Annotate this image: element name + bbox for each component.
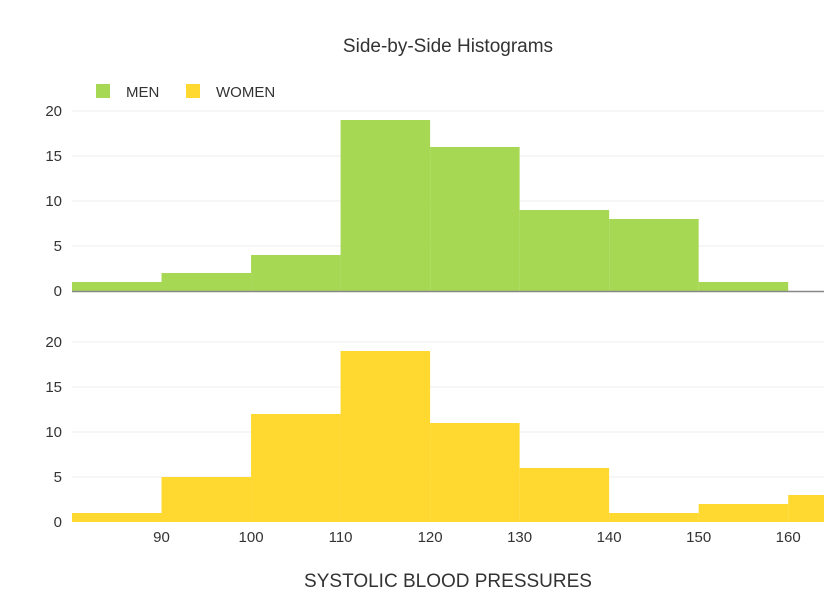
- legend[interactable]: MEN WOMEN: [96, 84, 275, 101]
- legend-item-men[interactable]: MEN: [96, 84, 159, 101]
- bar-men[interactable]: [251, 255, 341, 291]
- legend-label-men: MEN: [126, 84, 159, 101]
- men-histogram-panel: 0 5 10 15 20: [45, 103, 824, 300]
- bar-men[interactable]: [698, 282, 789, 291]
- y-tick-label-men: 0: [54, 283, 62, 300]
- bar-men[interactable]: [340, 120, 431, 291]
- legend-swatch-women: [186, 84, 200, 98]
- legend-item-women[interactable]: WOMEN: [186, 84, 275, 101]
- legend-swatch-men: [96, 84, 110, 98]
- bar-men[interactable]: [430, 147, 520, 291]
- bar-men[interactable]: [609, 219, 699, 291]
- bar-women[interactable]: [72, 513, 162, 522]
- y-tick-label-women: 5: [54, 469, 62, 486]
- bar-women[interactable]: [161, 477, 252, 522]
- x-tick-label: 130: [507, 529, 532, 546]
- y-tick-label-men: 20: [45, 103, 62, 120]
- legend-label-women: WOMEN: [216, 84, 275, 101]
- bar-women[interactable]: [430, 423, 520, 522]
- bar-men[interactable]: [72, 282, 162, 291]
- y-tick-label-men: 15: [45, 148, 62, 165]
- y-tick-label-men: 5: [54, 238, 62, 255]
- bar-women[interactable]: [698, 504, 789, 522]
- x-tick-label: 120: [418, 529, 443, 546]
- chart-title: Side-by-Side Histograms: [343, 36, 553, 57]
- x-axis: 90 100 110 120 130 140 150 160: [153, 529, 801, 546]
- y-tick-label-men: 10: [45, 193, 62, 210]
- bar-women[interactable]: [519, 468, 610, 522]
- y-tick-label-women: 15: [45, 379, 62, 396]
- bar-men[interactable]: [161, 273, 252, 291]
- bar-women[interactable]: [340, 351, 431, 522]
- x-tick-label: 100: [239, 529, 264, 546]
- y-tick-label-women: 20: [45, 334, 62, 351]
- x-axis-label: SYSTOLIC BLOOD PRESSURES: [304, 571, 592, 592]
- x-tick-label: 160: [776, 529, 801, 546]
- x-tick-label: 110: [329, 529, 353, 546]
- bar-men[interactable]: [519, 210, 610, 291]
- bar-women[interactable]: [609, 513, 699, 522]
- women-histogram-panel: 0 5 10 15 20: [45, 334, 824, 531]
- y-tick-label-women: 0: [54, 514, 62, 531]
- bar-women[interactable]: [788, 495, 824, 522]
- x-tick-label: 140: [597, 529, 622, 546]
- bar-women[interactable]: [251, 414, 341, 522]
- x-tick-label: 150: [686, 529, 711, 546]
- x-tick-label: 90: [153, 529, 170, 546]
- y-tick-label-women: 10: [45, 424, 62, 441]
